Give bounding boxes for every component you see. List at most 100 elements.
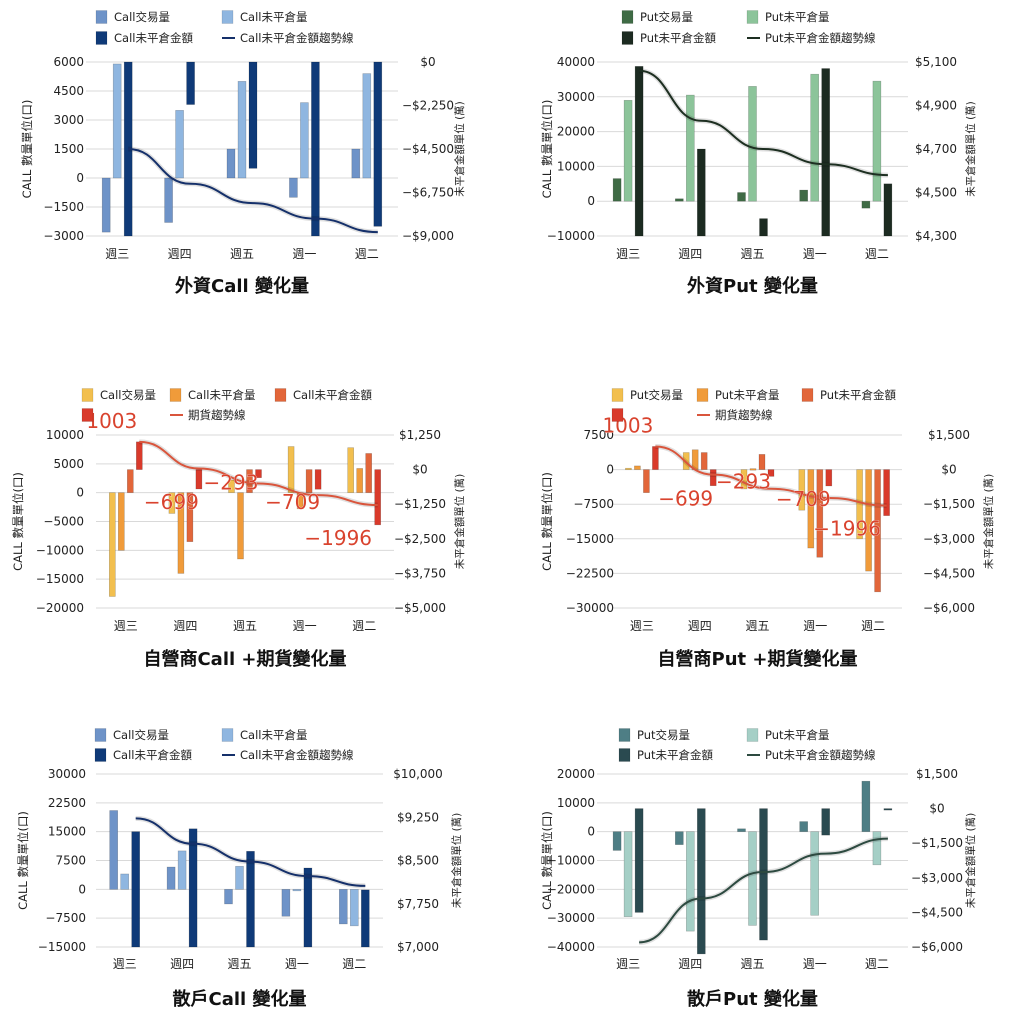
y2-tick-label: −$2,250 <box>402 99 454 113</box>
legend-swatch <box>621 31 634 45</box>
bar-4 <box>709 469 717 487</box>
x-tick-label: 週四 <box>168 247 192 261</box>
legend-label: Put交易量 <box>637 728 690 742</box>
y2-tick-label: −$4,500 <box>923 566 975 580</box>
bar-2 <box>235 865 244 890</box>
bar-3 <box>700 452 708 470</box>
legend-swatch <box>801 388 814 402</box>
legend-label: Put未平倉量 <box>715 388 780 402</box>
bar-3 <box>311 61 320 237</box>
legend-label: Call未平倉量 <box>188 388 255 402</box>
legend-label: Put交易量 <box>630 388 683 402</box>
bar-2 <box>177 492 185 574</box>
x-tick-label: 週二 <box>865 957 889 971</box>
data-label: −293 <box>716 469 771 493</box>
bar-3 <box>360 889 370 948</box>
y-tick-label: −7500 <box>573 497 614 511</box>
legend-swatch <box>95 10 108 24</box>
y-tick-label: −15000 <box>38 940 86 954</box>
y2-tick-label: $0 <box>941 463 956 477</box>
legend-swatch <box>95 31 108 45</box>
y2-tick-label: −$4,500 <box>402 142 454 156</box>
y-tick-label: −15000 <box>36 572 84 586</box>
x-tick-label: 週二 <box>865 247 889 261</box>
y2-axis-label: 未平倉金額單位 (萬) <box>982 474 995 570</box>
y-tick-label: 0 <box>78 882 86 896</box>
y-tick-label: 5000 <box>53 457 84 471</box>
x-tick-label: 週五 <box>740 247 764 261</box>
bar-3 <box>305 469 313 493</box>
bar-1 <box>612 831 622 851</box>
y-tick-label: −40000 <box>547 940 595 954</box>
trend-line <box>139 440 378 507</box>
y-tick-label: 15000 <box>48 825 86 839</box>
x-tick-label: 週一 <box>803 619 827 633</box>
legend-label: Call未平倉金額趨勢線 <box>240 748 354 762</box>
legend-label: Call交易量 <box>113 728 169 742</box>
bar-2 <box>810 831 820 916</box>
y-tick-label: −20000 <box>36 601 84 615</box>
bar-3 <box>816 469 824 558</box>
bar-3 <box>883 808 893 811</box>
legend-label: 期貨趨勢線 <box>188 408 246 422</box>
bar-2 <box>807 469 815 549</box>
bar-2 <box>748 831 757 926</box>
y-axis-label: CALL 數量單位(口) <box>540 100 554 199</box>
legend-swatch <box>696 388 709 402</box>
chart-svg: 40000 30000 20000 10000 0 −10000 $5,100 $4,900 $… <box>540 10 977 297</box>
bar-1 <box>740 469 748 490</box>
y-tick-label: −15000 <box>566 532 614 546</box>
bar-2 <box>634 465 641 470</box>
legend-label: Put未平倉金額趨勢線 <box>765 31 876 45</box>
x-tick-label: 週四 <box>678 957 702 971</box>
legend-swatch <box>221 728 234 742</box>
bar-3 <box>874 469 881 593</box>
chart-title: 散戶Call 變化量 <box>173 988 307 1010</box>
dealer-call-futures-chart-panel: 10000 5000 0 −5000 −10000 −15000 −20000 $1,250 $… <box>0 375 509 680</box>
bar-1 <box>675 831 684 845</box>
data-label: −1996 <box>304 526 372 550</box>
y-tick-label: 1500 <box>53 142 84 156</box>
bar-2 <box>623 99 633 202</box>
y2-tick-label: −$1,500 <box>911 836 963 850</box>
foreign-put-chart-panel: 40000 30000 20000 10000 0 −10000 $5,100 $4,900 $… <box>509 0 1018 320</box>
legend-label: Put交易量 <box>640 10 693 24</box>
legend-swatch <box>221 10 234 24</box>
y2-tick-label: $10,000 <box>393 767 443 781</box>
y-tick-label: 0 <box>76 486 84 500</box>
legend-swatch <box>746 728 759 742</box>
chart-svg: 30000 22500 15000 7500 0 −7500 −15000 $10,000 $9… <box>16 728 463 1010</box>
y2-tick-label: $4,500 <box>915 186 957 200</box>
y2-axis-label: 未平倉金額單位 (萬) <box>453 101 466 197</box>
bar-2 <box>118 492 125 551</box>
x-tick-label: 週三 <box>113 957 137 971</box>
x-tick-label: 週四 <box>170 957 194 971</box>
legend-swatch <box>618 748 631 762</box>
trend-line <box>135 817 366 887</box>
y2-tick-label: −$1,500 <box>923 497 975 511</box>
legend-swatch <box>611 408 624 422</box>
chart-title: 外資Call 變化量 <box>175 275 309 297</box>
y-axis-label: CALL 數量單位(口) <box>20 100 34 199</box>
x-tick-label: 週三 <box>105 247 129 261</box>
y2-tick-label: $5,100 <box>915 55 957 69</box>
bar-1 <box>856 469 863 540</box>
trend-line-shadow <box>638 68 888 178</box>
y-tick-label: 6000 <box>53 55 84 69</box>
bar-1 <box>625 467 632 471</box>
bar-1 <box>281 889 291 917</box>
legend-swatch <box>81 388 94 402</box>
y-axis-label: CALL 數量單位(口) <box>540 811 554 910</box>
y2-tick-label: −$9,000 <box>402 229 454 243</box>
x-tick-label: 週三 <box>616 957 640 971</box>
bar-3 <box>634 66 644 237</box>
bar-3 <box>186 492 194 542</box>
y-tick-label: −20000 <box>547 882 595 896</box>
bar-1 <box>737 192 746 202</box>
bar-1 <box>101 177 111 233</box>
legend-swatch <box>81 408 94 422</box>
bar-2 <box>237 492 244 560</box>
x-tick-label: 週四 <box>678 247 702 261</box>
y-tick-label: −30000 <box>566 601 614 615</box>
legend-label: Put未平倉金額 <box>640 31 717 45</box>
